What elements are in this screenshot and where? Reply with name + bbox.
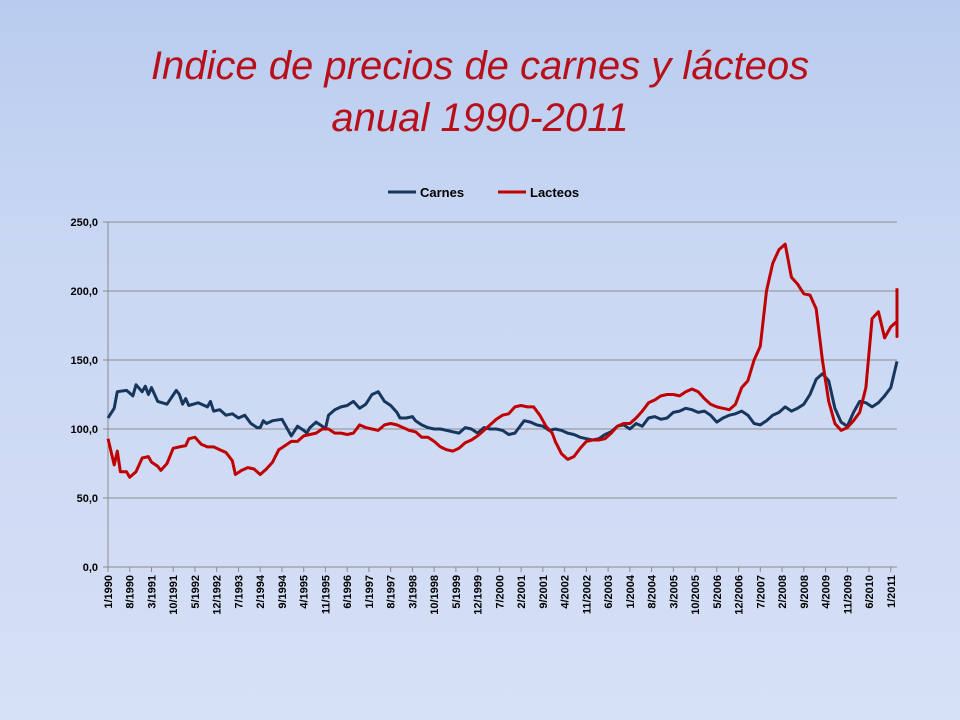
y-tick-label: 150,0	[70, 355, 98, 367]
x-tick-label: 5/1999	[451, 575, 463, 609]
x-tick-label: 5/1992	[190, 575, 202, 609]
x-tick-label: 3/1998	[407, 575, 419, 609]
x-tick-label: 9/2001	[538, 575, 550, 609]
x-tick-label: 2/1994	[255, 574, 267, 609]
x-tick-label: 12/1992	[212, 575, 224, 615]
series-line-carnes	[106, 361, 899, 442]
x-tick-label: 4/2002	[560, 575, 572, 609]
y-tick-label: 100,0	[70, 424, 98, 436]
chart-legend: Carnes Lacteos	[388, 185, 579, 200]
x-tick-label: 3/2005	[668, 575, 680, 609]
y-tick-label: 250,0	[70, 217, 98, 229]
x-tick-label: 7/1993	[233, 575, 245, 609]
y-axis: 0,0 50,0 100,0 150,0 200,0 250,0	[70, 217, 109, 574]
x-tick-label: 1/1997	[364, 575, 376, 609]
x-tick-label: 6/2010	[864, 575, 876, 609]
x-axis: 1/1990 8/1990 3/1991 10/1991 5/1992 12/1992 7/…	[103, 567, 898, 615]
x-tick-label: 8/2004	[647, 574, 659, 609]
gridlines	[108, 221, 897, 568]
series-line-lacteos	[106, 242, 899, 479]
x-tick-label: 1/1990	[103, 575, 115, 609]
title-line-1: Indice de precios de carnes y lácteos	[150, 44, 810, 88]
x-tick-label: 8/1997	[386, 575, 398, 609]
x-tick-label: 4/2009	[821, 575, 833, 609]
x-tick-label: 11/2009	[842, 575, 854, 614]
x-tick-label: 6/1996	[342, 575, 354, 609]
x-tick-label: 10/1998	[429, 575, 441, 615]
x-tick-label: 5/2006	[712, 575, 724, 609]
x-tick-label: 11/2002	[581, 575, 593, 614]
x-tick-label: 6/2003	[603, 575, 615, 609]
y-tick-label: 200,0	[70, 286, 98, 298]
x-tick-label: 2/2008	[777, 575, 789, 609]
x-tick-label: 2/2001	[516, 575, 528, 609]
series-lines	[106, 242, 899, 479]
x-tick-label: 9/1994	[277, 574, 289, 609]
x-tick-label: 10/2005	[690, 575, 702, 615]
x-tick-label: 12/1999	[473, 575, 485, 615]
x-tick-label: 8/1990	[125, 575, 137, 609]
slide-title: Indice de precios de carnes y lácteos an…	[0, 40, 960, 144]
x-tick-label: 11/1995	[320, 575, 332, 614]
y-tick-label: 50,0	[77, 493, 98, 505]
title-line-2: anual 1990-2011	[331, 96, 629, 140]
x-tick-label: 9/2008	[799, 575, 811, 609]
x-tick-label: 7/2007	[755, 575, 767, 609]
x-tick-label: 10/1991	[168, 575, 180, 615]
x-tick-label: 3/1991	[146, 575, 158, 609]
x-tick-label: 12/2006	[734, 575, 746, 615]
legend-label-carnes: Carnes	[420, 185, 464, 200]
x-tick-label: 1/2004	[625, 574, 637, 609]
legend-label-lacteos: Lacteos	[530, 185, 579, 200]
x-tick-label: 7/2000	[494, 575, 506, 609]
x-tick-label: 1/2011	[886, 575, 898, 608]
y-tick-label: 0,0	[83, 562, 98, 574]
x-tick-label: 4/1995	[299, 575, 311, 609]
